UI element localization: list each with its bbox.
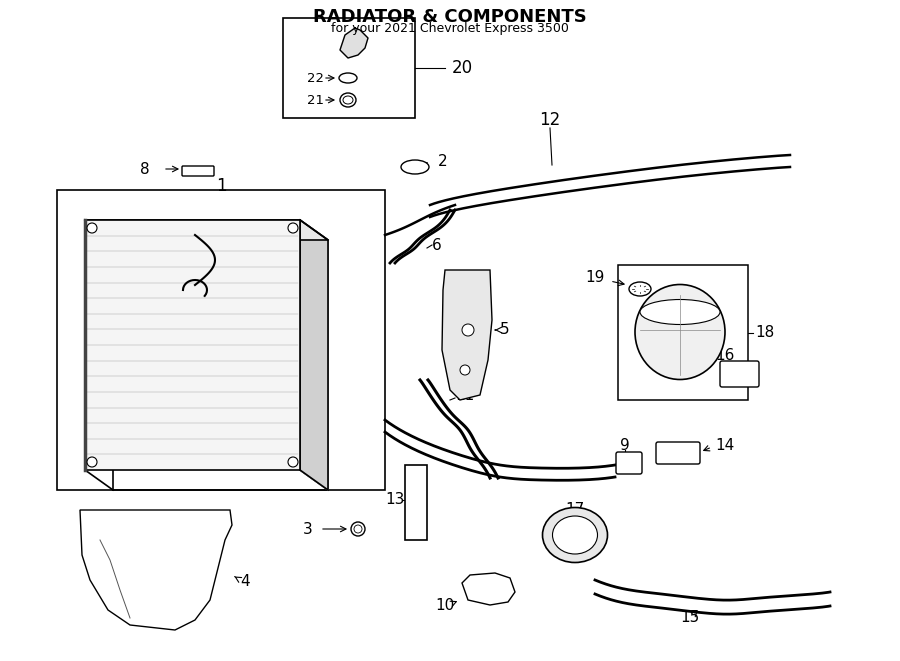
Text: 18: 18: [755, 325, 774, 340]
Text: 7: 7: [250, 251, 259, 266]
Text: 21: 21: [307, 93, 323, 106]
Text: 6: 6: [432, 237, 442, 253]
Text: 16: 16: [716, 348, 734, 362]
Text: 8: 8: [140, 161, 149, 176]
Circle shape: [354, 525, 362, 533]
Polygon shape: [340, 28, 368, 58]
Circle shape: [351, 522, 365, 536]
Bar: [85, 220, 300, 470]
Text: RADIATOR & COMPONENTS: RADIATOR & COMPONENTS: [313, 8, 587, 26]
Text: 12: 12: [539, 111, 561, 129]
Bar: [405, 465, 427, 540]
Ellipse shape: [401, 160, 429, 174]
Polygon shape: [442, 270, 492, 400]
Ellipse shape: [543, 508, 608, 563]
Text: 1: 1: [216, 177, 226, 195]
Text: 4: 4: [240, 574, 249, 590]
Polygon shape: [300, 220, 328, 490]
Text: 14: 14: [715, 438, 734, 453]
Text: 20: 20: [452, 59, 473, 77]
Text: 5: 5: [500, 323, 509, 338]
Circle shape: [462, 324, 474, 336]
Circle shape: [288, 223, 298, 233]
Text: 11: 11: [455, 387, 474, 403]
Text: 17: 17: [565, 502, 585, 518]
Text: 19: 19: [585, 270, 605, 286]
Ellipse shape: [629, 282, 651, 296]
Ellipse shape: [340, 93, 356, 107]
Ellipse shape: [640, 299, 720, 325]
Circle shape: [288, 457, 298, 467]
FancyBboxPatch shape: [616, 452, 642, 474]
Text: 10: 10: [436, 598, 454, 613]
Ellipse shape: [635, 284, 725, 379]
FancyBboxPatch shape: [720, 361, 759, 387]
Bar: [57, 190, 385, 490]
Text: 9: 9: [620, 438, 630, 453]
Circle shape: [87, 457, 97, 467]
Text: 13: 13: [385, 492, 405, 508]
Ellipse shape: [343, 96, 353, 104]
Bar: [618, 265, 748, 400]
Polygon shape: [85, 220, 328, 240]
Ellipse shape: [553, 516, 598, 554]
Ellipse shape: [339, 73, 357, 83]
Circle shape: [87, 223, 97, 233]
Text: 3: 3: [303, 522, 313, 537]
Bar: [283, 18, 415, 118]
Polygon shape: [462, 573, 515, 605]
FancyBboxPatch shape: [182, 166, 214, 176]
Text: 15: 15: [680, 611, 699, 625]
Text: 22: 22: [307, 71, 323, 85]
Text: 2: 2: [438, 155, 447, 169]
Circle shape: [460, 365, 470, 375]
Text: for your 2021 Chevrolet Express 3500: for your 2021 Chevrolet Express 3500: [331, 22, 569, 35]
FancyBboxPatch shape: [656, 442, 700, 464]
Polygon shape: [80, 510, 232, 630]
